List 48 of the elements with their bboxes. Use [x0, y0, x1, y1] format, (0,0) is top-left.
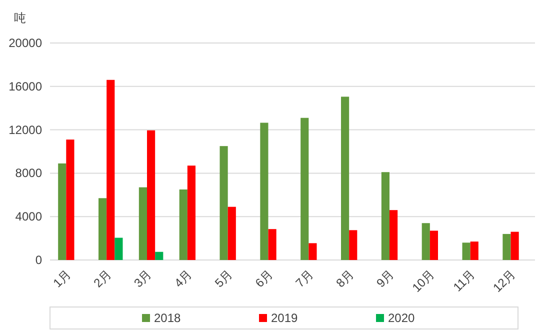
- x-tick-label: 1月: [50, 267, 74, 290]
- bar: [66, 140, 74, 260]
- bar: [510, 232, 519, 260]
- bar: [430, 230, 438, 260]
- legend-label: 2020: [388, 311, 416, 325]
- bar: [341, 96, 350, 260]
- x-tick-label: 4月: [172, 267, 195, 290]
- x-tick-label: 10月: [409, 267, 438, 295]
- bar: [147, 130, 156, 260]
- y-tick-label: 8000: [15, 166, 42, 180]
- bar: [308, 243, 317, 260]
- x-tick-label: 12月: [490, 267, 518, 295]
- bar: [470, 242, 478, 260]
- bar: [58, 163, 66, 260]
- bar: [138, 187, 147, 260]
- y-tick-label: 0: [35, 253, 42, 267]
- bar: [381, 172, 390, 260]
- x-tick-label: 8月: [333, 267, 356, 290]
- bar: [390, 210, 398, 260]
- bar: [155, 252, 164, 260]
- bar: [300, 118, 309, 260]
- x-tick-label: 7月: [292, 267, 316, 290]
- x-tick-label: 11月: [450, 267, 478, 294]
- bar: [228, 206, 236, 260]
- bar: [260, 122, 268, 260]
- bar: [349, 230, 358, 260]
- bar: [187, 166, 196, 260]
- legend-label: 2019: [271, 311, 298, 325]
- y-tick-label: 12000: [8, 122, 42, 137]
- bar: [462, 242, 470, 260]
- bar: [422, 223, 430, 260]
- y-tick-label: 20000: [8, 36, 42, 50]
- bar: [98, 198, 107, 260]
- y-axis-title: 吨: [14, 11, 26, 25]
- bar: [220, 146, 228, 260]
- legend-label: 2018: [154, 311, 182, 325]
- x-tick-label: 5月: [212, 267, 236, 290]
- bar: [268, 229, 276, 260]
- y-tick-label: 4000: [15, 210, 42, 224]
- x-tick-label: 6月: [252, 267, 276, 290]
- bar: [106, 80, 115, 260]
- bar: [502, 234, 511, 260]
- x-tick-label: 9月: [374, 267, 397, 290]
- x-tick-label: 3月: [131, 267, 154, 290]
- x-tick-label: 2月: [90, 267, 114, 290]
- bar: [114, 238, 123, 260]
- y-tick-label: 16000: [8, 79, 42, 94]
- bar: [179, 189, 188, 260]
